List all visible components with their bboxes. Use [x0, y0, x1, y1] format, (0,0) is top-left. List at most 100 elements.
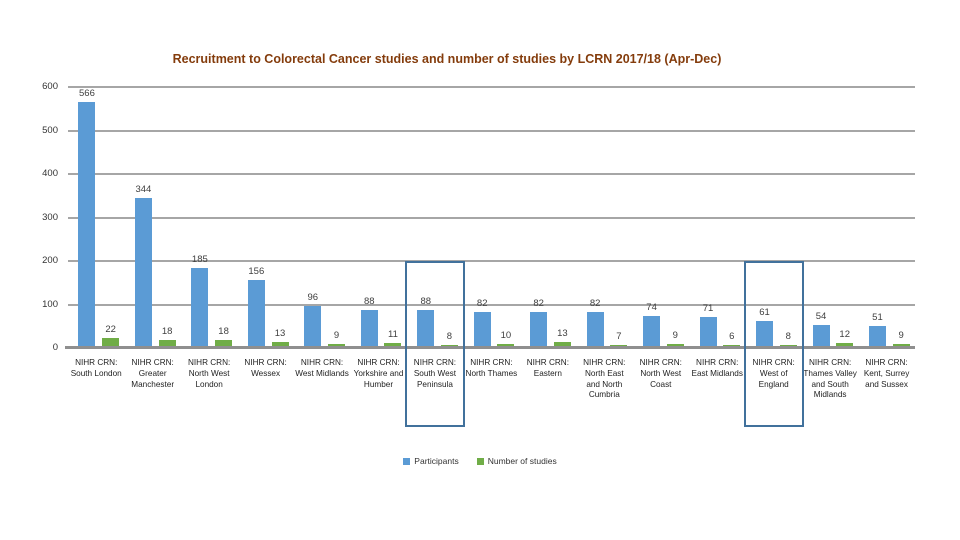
participants-legend-swatch	[403, 457, 411, 465]
x-axis-line	[65, 346, 915, 349]
plot-area: 566 22 344 18 185 18 156 13 96 9 88 11 88 8 82 10 82 13 82…	[65, 86, 915, 349]
category-column: 82 13	[520, 87, 576, 348]
y-tick-label: 0	[52, 342, 58, 353]
studies-value-label: 6	[729, 331, 735, 343]
participants-bar	[473, 312, 491, 348]
category-column: 82 10	[463, 87, 519, 348]
category-column: 82 7	[576, 87, 632, 348]
category-column: 74 9	[633, 87, 689, 348]
participants-value-label: 51	[872, 311, 883, 323]
studies-value-label: 7	[616, 330, 622, 342]
studies-value-label: 11	[388, 329, 398, 341]
x-axis-labels: NIHR CRN: South London NIHR CRN: Greater …	[68, 358, 915, 401]
y-tick-label: 400	[42, 168, 58, 179]
participants-bar	[530, 312, 548, 348]
participants-value-label: 82	[533, 298, 544, 310]
category-label: NIHR CRN: Wessex	[244, 358, 287, 378]
gridline	[68, 260, 915, 262]
legend-item: Participants	[403, 456, 459, 466]
participants-bar	[360, 309, 378, 348]
category-highlight-box	[743, 261, 805, 427]
gridline	[68, 129, 915, 132]
participants-value-label: 82	[476, 298, 488, 310]
studies-bar	[271, 342, 289, 348]
participants-bar	[812, 324, 830, 348]
category-column: 96 9	[294, 87, 350, 348]
y-tick-label: 300	[42, 211, 58, 223]
category-label: NIHR CRN: Eastern	[526, 358, 569, 378]
participants-bar	[586, 312, 604, 348]
category-label: NIHR CRN: North West London	[187, 358, 231, 389]
studies-value-label: 8	[785, 330, 791, 342]
category-label: NIHR CRN: East Midlands	[691, 358, 743, 378]
studies-bar	[497, 343, 515, 348]
studies-value-label: 10	[500, 329, 512, 341]
category-column: 54 12	[802, 87, 858, 348]
studies-value-label: 22	[105, 324, 116, 336]
legend-label: Participants	[414, 456, 459, 466]
category-column: 156 13	[237, 87, 293, 348]
studies-value-label: 9	[672, 330, 678, 342]
studies-bar	[384, 343, 402, 348]
participants-value-label: 566	[79, 87, 95, 99]
participants-value-label: 88	[420, 295, 432, 307]
gridline	[68, 173, 915, 175]
y-tick-label: 600	[42, 81, 58, 92]
participants-value-label: 156	[248, 266, 265, 278]
y-tick-label: 100	[42, 298, 58, 310]
y-tick-label: 500	[42, 124, 58, 136]
gridline	[68, 216, 915, 219]
category-label: NIHR CRN: Greater Manchester	[131, 358, 175, 389]
category-column: 51 9	[859, 87, 915, 348]
legend-item: Number of studies	[476, 456, 557, 466]
category-highlight-box	[404, 261, 466, 427]
participants-value-label: 88	[363, 295, 375, 307]
category-column: 344 18	[124, 87, 180, 348]
category-label: NIHR CRN: North East and North Cumbria	[583, 358, 626, 400]
participants-bar	[247, 280, 265, 348]
participants-bar	[134, 198, 152, 348]
participants-value-label: 71	[702, 303, 714, 315]
participants-value-label: 61	[759, 307, 770, 319]
studies-bar	[102, 338, 120, 348]
studies-bar	[553, 342, 571, 348]
legend-label: Number of studies	[487, 456, 557, 466]
studies-bar	[215, 340, 233, 348]
participants-value-label: 344	[135, 184, 152, 196]
category-column: 566 22	[68, 87, 124, 348]
participants-bar	[643, 315, 661, 348]
category-label: NIHR CRN: Yorkshire and Humber	[353, 358, 404, 389]
category-label: NIHR CRN: Thames Valley and South Midlan…	[803, 358, 857, 400]
studies-value-label: 18	[218, 326, 229, 338]
studies-value-label: 18	[161, 326, 173, 338]
studies-value-label: 9	[898, 330, 904, 342]
participants-value-label: 54	[815, 310, 827, 322]
gridline	[68, 86, 915, 88]
y-tick-label: 200	[42, 255, 58, 266]
studies-value-label: 13	[274, 328, 286, 340]
category-label: NIHR CRN: West Midlands	[295, 358, 349, 378]
participants-bar	[699, 317, 717, 348]
category-label: NIHR CRN: West of England	[752, 358, 795, 389]
category-column: 185 18	[181, 87, 237, 348]
legend: Participants Number of studies	[0, 456, 960, 466]
studies-bar	[836, 342, 854, 348]
participants-bar	[78, 101, 96, 348]
participants-bar	[191, 267, 209, 348]
participants-value-label: 82	[589, 298, 601, 310]
participants-bar	[417, 309, 435, 348]
participants-bar	[868, 325, 886, 348]
studies-value-label: 8	[446, 330, 453, 342]
category-column: 88 11	[350, 87, 406, 348]
studies-bar	[158, 340, 176, 348]
participants-value-label: 96	[307, 292, 319, 304]
studies-legend-swatch	[476, 457, 484, 465]
category-label: NIHR CRN: North West Coast	[639, 358, 682, 389]
gridline	[68, 303, 915, 306]
category-label: NIHR CRN: South London	[70, 358, 122, 378]
participants-value-label: 185	[191, 253, 208, 265]
participants-bar	[304, 306, 322, 348]
category-label: NIHR CRN: North Thames	[465, 358, 518, 378]
studies-value-label: 13	[557, 328, 568, 340]
